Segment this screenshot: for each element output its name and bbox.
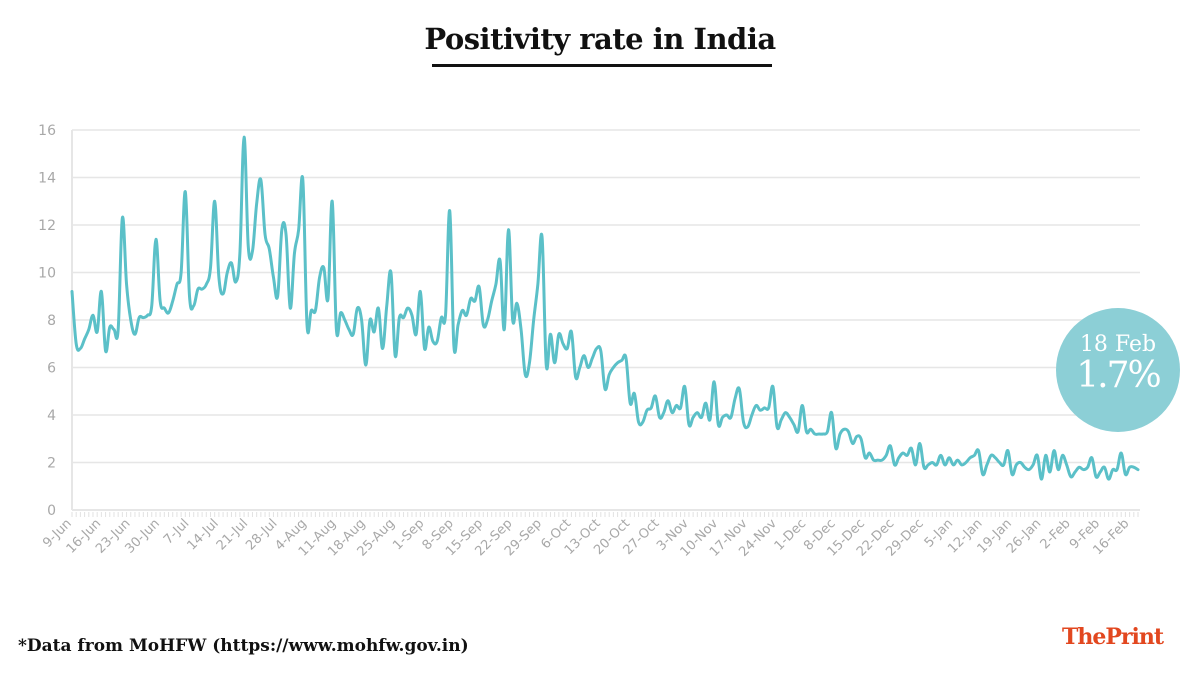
y-tick-label: 10 xyxy=(38,266,56,282)
series-line xyxy=(70,135,1140,481)
y-tick-label: 2 xyxy=(47,456,56,472)
y-tick-label: 12 xyxy=(38,218,56,234)
x-axis-tick-labels: 9-Jun16-Jun23-Jun30-Jun7-Jul14-Jul21-Jul… xyxy=(40,516,1132,560)
title-underline xyxy=(432,64,772,67)
badge-value: 1.7% xyxy=(1076,355,1161,396)
theprint-logo: ThePrint xyxy=(1062,624,1164,650)
y-tick-label: 0 xyxy=(47,503,56,519)
x-tick-label: 1-Sep xyxy=(390,516,427,553)
y-tick-label: 6 xyxy=(47,361,56,377)
y-tick-label: 16 xyxy=(38,123,56,139)
badge-date: 18 Feb xyxy=(1079,332,1157,357)
x-tick-label: 28-Jul xyxy=(243,516,280,553)
y-tick-label: 4 xyxy=(47,408,56,424)
y-axis-tick-labels: 0 2 4 6 8 10 12 14 16 xyxy=(38,123,56,519)
x-tick-label: 1-Dec xyxy=(772,516,810,554)
source-footnote: *Data from MoHFW (https://www.mohfw.gov.… xyxy=(18,636,469,656)
positivity-rate-line xyxy=(70,135,1140,481)
x-tick-label: 2-Feb xyxy=(1038,516,1074,552)
y-tick-label: 14 xyxy=(38,171,56,187)
y-tick-label: 8 xyxy=(47,313,56,329)
x-axis xyxy=(71,130,1140,517)
x-tick-label: 21-Jul xyxy=(214,516,251,553)
x-tick-label: 14-Jul xyxy=(184,516,221,553)
chart-title: Positivity rate in India xyxy=(424,22,776,56)
latest-value-badge: 18 Feb 1.7% xyxy=(1056,308,1180,432)
